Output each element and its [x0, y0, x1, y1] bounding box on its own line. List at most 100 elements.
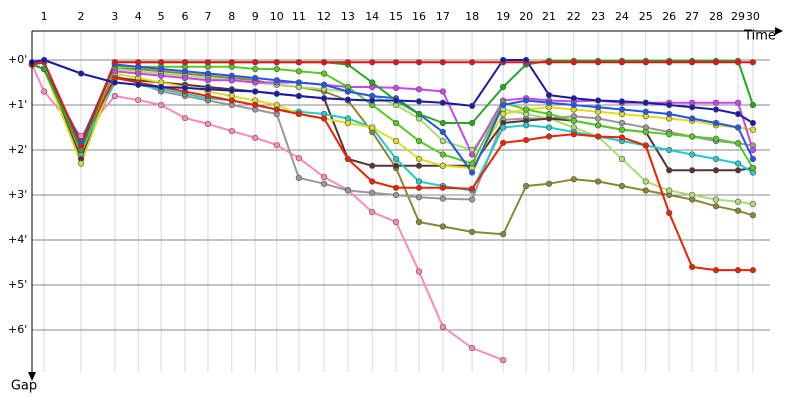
point	[712, 119, 720, 127]
point	[734, 124, 742, 131]
point	[618, 98, 626, 105]
point	[439, 151, 446, 158]
point	[295, 110, 302, 118]
point	[469, 102, 476, 109]
point	[415, 110, 423, 118]
point	[181, 114, 189, 122]
x-tick-label: 26	[662, 10, 676, 23]
point	[618, 126, 626, 133]
point	[522, 137, 530, 144]
point	[689, 115, 696, 122]
point	[618, 155, 626, 163]
point	[158, 72, 165, 79]
point	[439, 99, 446, 106]
x-tick-label: 1	[41, 10, 48, 23]
x-tick-label: 8	[228, 10, 235, 23]
axes	[28, 27, 783, 381]
point	[252, 88, 259, 95]
x-tick-label: 28	[709, 10, 723, 23]
point	[570, 95, 577, 102]
point	[500, 124, 507, 131]
point	[344, 96, 352, 103]
point	[273, 65, 280, 73]
point	[594, 115, 602, 122]
point	[41, 65, 48, 73]
point	[469, 160, 476, 167]
point	[273, 59, 280, 66]
point	[666, 110, 673, 118]
x-tick-label: 5	[158, 10, 165, 23]
y-arrow	[28, 372, 36, 381]
point	[369, 124, 376, 131]
point	[666, 101, 673, 109]
point	[415, 218, 423, 226]
point	[642, 142, 649, 149]
x-tick-label: 7	[204, 10, 211, 23]
x-tick-label: 25	[639, 10, 653, 23]
y-tick-label: +0'	[8, 53, 27, 66]
point	[522, 122, 530, 129]
point	[469, 228, 476, 235]
x-tick-label: 13	[341, 10, 355, 23]
x-tick-label: 20	[519, 10, 533, 23]
point	[749, 126, 757, 133]
point	[642, 99, 649, 106]
point	[273, 90, 280, 97]
point	[415, 86, 423, 93]
point	[111, 59, 118, 66]
point	[749, 101, 757, 109]
point	[439, 128, 446, 136]
x-tick-label: 18	[465, 10, 479, 23]
x-tick-label: 12	[317, 10, 331, 23]
point	[712, 196, 720, 203]
point	[273, 106, 280, 113]
point	[77, 142, 85, 149]
point	[594, 122, 602, 129]
point	[666, 59, 673, 66]
point	[749, 155, 757, 163]
x-tick-label: 16	[412, 10, 426, 23]
y-tick-label: +1'	[8, 98, 27, 111]
point	[344, 187, 352, 194]
point	[689, 133, 696, 140]
point	[500, 110, 507, 118]
y-tick-label: +4'	[8, 233, 27, 246]
point	[439, 223, 446, 230]
x-tick-label: 4	[135, 10, 142, 23]
point	[712, 99, 720, 106]
point	[415, 137, 423, 145]
point	[204, 59, 212, 66]
point	[500, 231, 507, 238]
point	[228, 97, 235, 104]
x-tick-label: 21	[542, 10, 556, 23]
point	[689, 59, 696, 66]
point	[642, 59, 649, 66]
x-tick-label: 14	[365, 10, 379, 23]
point	[618, 182, 626, 190]
point	[570, 117, 577, 124]
point	[320, 115, 328, 122]
point	[77, 160, 85, 167]
point	[439, 119, 446, 127]
point	[392, 119, 400, 127]
point	[570, 101, 577, 109]
point	[392, 184, 400, 191]
grid	[32, 31, 770, 372]
point	[500, 139, 507, 146]
point	[712, 267, 720, 274]
point	[689, 167, 696, 174]
point	[689, 151, 696, 158]
point	[295, 155, 302, 162]
point	[392, 137, 400, 145]
point	[228, 128, 235, 135]
point	[320, 95, 328, 102]
point	[252, 134, 259, 141]
point	[228, 87, 235, 94]
point	[273, 77, 280, 84]
x-arrow	[775, 27, 783, 35]
point	[77, 70, 85, 77]
point	[439, 59, 446, 66]
point	[545, 110, 553, 118]
point	[415, 155, 423, 163]
point	[522, 97, 530, 104]
